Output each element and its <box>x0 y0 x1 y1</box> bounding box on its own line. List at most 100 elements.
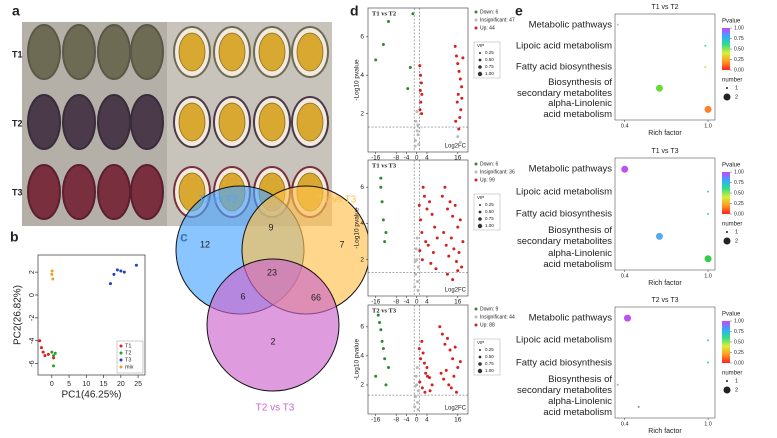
y-tick-label: -6 <box>29 360 36 366</box>
point <box>456 135 460 139</box>
point <box>420 258 424 262</box>
point <box>447 383 451 387</box>
bubble <box>621 165 629 173</box>
point <box>378 320 382 324</box>
whole-fruit <box>62 24 96 80</box>
x-tick-label: 10 <box>82 381 90 388</box>
point <box>453 345 457 349</box>
point <box>420 339 424 343</box>
point <box>51 277 55 281</box>
point <box>420 92 424 96</box>
legend-marker <box>474 10 478 14</box>
point <box>444 368 448 372</box>
point <box>455 100 459 104</box>
size-legend-label: 0.25 <box>485 50 494 55</box>
size-legend-label: 0.50 <box>485 209 494 214</box>
bubble <box>655 84 663 92</box>
size-legend-box <box>473 193 501 231</box>
point <box>428 389 432 393</box>
x-tick-label: 16 <box>454 299 462 306</box>
point <box>458 360 462 364</box>
point <box>420 112 424 116</box>
panel-label: a <box>12 3 20 19</box>
row-label: T3 <box>12 187 23 197</box>
point <box>433 225 437 229</box>
plot-frame <box>614 13 716 121</box>
x-tick-label: 1.0 <box>704 273 712 279</box>
legend-marker <box>119 344 123 348</box>
y-tick-label: 2 <box>360 110 364 117</box>
point <box>430 212 434 216</box>
colorbar-label: 0.00 <box>734 67 744 73</box>
point <box>458 218 462 222</box>
legend-marker <box>474 315 478 319</box>
cut-fruit-pulp <box>218 32 246 72</box>
point <box>417 347 421 351</box>
size-legend-marker <box>477 71 483 77</box>
venn-count: 7 <box>339 239 344 249</box>
point <box>453 203 457 207</box>
bubble <box>624 314 631 322</box>
y-tick-label: 0 <box>29 293 36 297</box>
legend-marker <box>119 365 123 369</box>
venn-count: 6 <box>240 291 245 301</box>
point <box>452 247 456 251</box>
whole-fruit <box>97 24 131 80</box>
point <box>416 408 420 412</box>
size-legend-label: 0.50 <box>485 354 494 359</box>
x-tick-label: -8 <box>393 299 399 306</box>
point <box>444 243 448 247</box>
point <box>416 133 420 137</box>
legend-label: Insignificant: 47 <box>480 17 515 23</box>
size-legend-marker <box>478 65 482 69</box>
whole-fruit <box>130 94 164 150</box>
point <box>419 218 423 222</box>
plot-title: T2 vs T3 <box>651 297 678 304</box>
point <box>416 123 420 127</box>
point <box>381 218 385 222</box>
point <box>425 207 429 211</box>
size-legend-marker <box>726 380 728 382</box>
point <box>379 176 383 180</box>
legend-marker <box>474 307 478 311</box>
point <box>413 384 417 388</box>
venn-set-label: T1 vs T3 <box>318 195 357 206</box>
point <box>50 269 54 273</box>
x-tick-label: 0.4 <box>621 421 629 427</box>
point <box>457 250 461 254</box>
point <box>416 289 420 293</box>
bubble <box>655 232 663 240</box>
category-label: Biosynthesis of secondary metabolites <box>516 77 612 100</box>
size-legend-marker <box>478 217 482 221</box>
cut-fruit-pulp <box>258 102 286 142</box>
point <box>426 243 430 247</box>
y-tick-label: 4 <box>360 353 364 360</box>
bubble <box>707 339 710 342</box>
point <box>425 374 429 378</box>
size-legend-box <box>473 338 501 376</box>
plot-frame <box>614 306 716 419</box>
x-tick-label: 15 <box>100 381 108 388</box>
bubble <box>704 66 707 68</box>
point <box>52 364 56 368</box>
point <box>447 254 451 258</box>
point <box>408 66 412 70</box>
plot-title: T1 vs T2 <box>651 4 678 11</box>
point <box>374 374 378 378</box>
size-legend-marker <box>726 87 728 89</box>
colorbar <box>722 28 730 70</box>
y-tick-label: -4 <box>29 338 36 344</box>
point <box>387 365 391 369</box>
point <box>420 386 424 390</box>
colorbar-label: 0.00 <box>734 360 744 366</box>
point <box>422 361 426 365</box>
x-tick-label: 0 <box>50 381 54 388</box>
point <box>438 325 442 329</box>
point <box>424 240 428 244</box>
venn-count: 2 <box>270 336 275 346</box>
category-label: Metabolic pathways <box>528 19 612 31</box>
legend-label: Insignificant: 44 <box>480 314 515 320</box>
x-tick-label: 1.0 <box>704 123 712 129</box>
point <box>445 336 449 340</box>
